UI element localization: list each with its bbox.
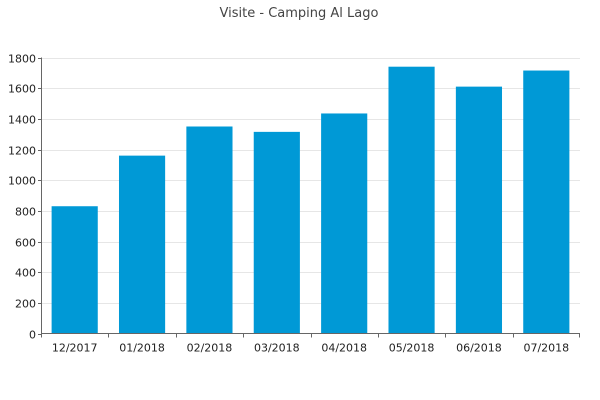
axes (38, 57, 580, 338)
y-tick-label: 1200 (8, 145, 36, 158)
bar (321, 113, 368, 334)
x-tick-labels: 12/2017 01/2018 02/2018 03/2018 04/2018 05/20… (52, 342, 569, 355)
y-tick-label: 1000 (8, 175, 36, 188)
bar (186, 126, 233, 334)
y-tick-label: 400 (15, 267, 36, 280)
bar (118, 155, 166, 334)
bar (51, 206, 98, 334)
y-tick-label: 1800 (8, 53, 36, 66)
bar (253, 131, 300, 334)
bars (51, 66, 570, 334)
bar (388, 66, 435, 334)
y-tick-labels: 0 200 400 600 800 1000 1200 1400 1600 1800 (8, 53, 36, 342)
y-tick-label: 800 (15, 206, 36, 219)
chart-title: Visite - Camping Al Lago (220, 6, 379, 21)
x-tick-label: 04/2018 (321, 342, 367, 355)
x-tick-label: 05/2018 (389, 342, 435, 355)
x-tick-label: 01/2018 (119, 342, 165, 355)
x-tick-label: 07/2018 (523, 342, 569, 355)
bar (455, 86, 503, 334)
y-tick-label: 1400 (8, 114, 36, 127)
y-tick-label: 200 (15, 298, 36, 311)
bar (523, 70, 570, 334)
x-tick-label: 06/2018 (456, 342, 502, 355)
y-tick-label: 0 (29, 329, 36, 342)
y-tick-label: 600 (15, 237, 36, 250)
y-tick-label: 1600 (8, 83, 36, 96)
x-tick-label: 12/2017 (52, 342, 98, 355)
x-tick-label: 02/2018 (187, 342, 233, 355)
x-tick-label: 03/2018 (254, 342, 300, 355)
